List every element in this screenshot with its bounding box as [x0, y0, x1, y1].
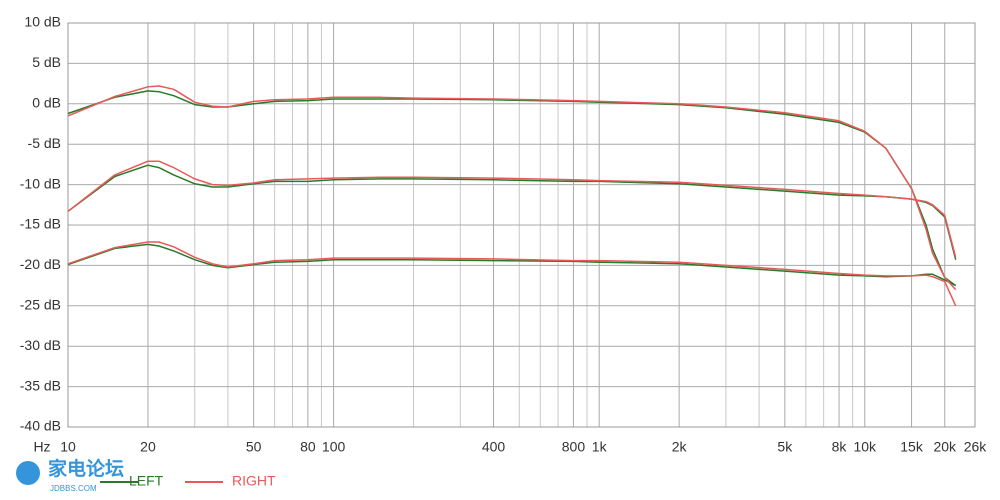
y-tick-label: -15 dB [20, 216, 61, 232]
x-tick-label: 50 [246, 439, 262, 455]
y-tick-label: -35 dB [20, 377, 61, 393]
legend-label: RIGHT [232, 473, 276, 489]
y-tick-label: -20 dB [20, 256, 61, 272]
x-tick-label: 800 [562, 439, 586, 455]
grid [67, 22, 976, 428]
x-tick-label: 5k [777, 439, 793, 455]
x-tick-label: 2k [672, 439, 688, 455]
x-tick-label: 15k [900, 439, 924, 455]
y-tick-label: 5 dB [32, 54, 61, 70]
line [67, 164, 957, 260]
y-tick-label: -40 dB [20, 418, 61, 434]
x-tick-label: 10 [60, 439, 76, 455]
x-tick-label: 8k [832, 439, 848, 455]
line [67, 90, 957, 287]
x-tick-label: 1k [592, 439, 608, 455]
x-tick-label: 100 [322, 439, 346, 455]
y-tick-label: -5 dB [28, 135, 61, 151]
legend-label: LEFT [129, 473, 164, 489]
x-tick-label: 20 [140, 439, 156, 455]
x-tick-label: 400 [482, 439, 506, 455]
watermark-icon [16, 461, 40, 485]
line [67, 241, 957, 307]
plot-frame [67, 22, 976, 428]
x-tick-label: 26k [964, 439, 988, 455]
watermark-title: 家电论坛 [48, 457, 124, 480]
x-tick-label: 10k [853, 439, 877, 455]
y-tick-label: -30 dB [20, 337, 61, 353]
x-tick-label: 20k [933, 439, 957, 455]
x-unit: Hz [33, 439, 50, 455]
x-tick-label: 80 [300, 439, 316, 455]
line [67, 85, 957, 291]
watermark: 家电论坛 JDBBS.COM [16, 457, 124, 493]
y-tick-label: -10 dB [20, 175, 61, 191]
line [67, 160, 957, 258]
watermark-subtitle: JDBBS.COM [50, 484, 97, 493]
y-tick-label: 10 dB [24, 14, 61, 30]
y-tick-label: -25 dB [20, 297, 61, 313]
y-tick-label: 0 dB [32, 95, 61, 111]
